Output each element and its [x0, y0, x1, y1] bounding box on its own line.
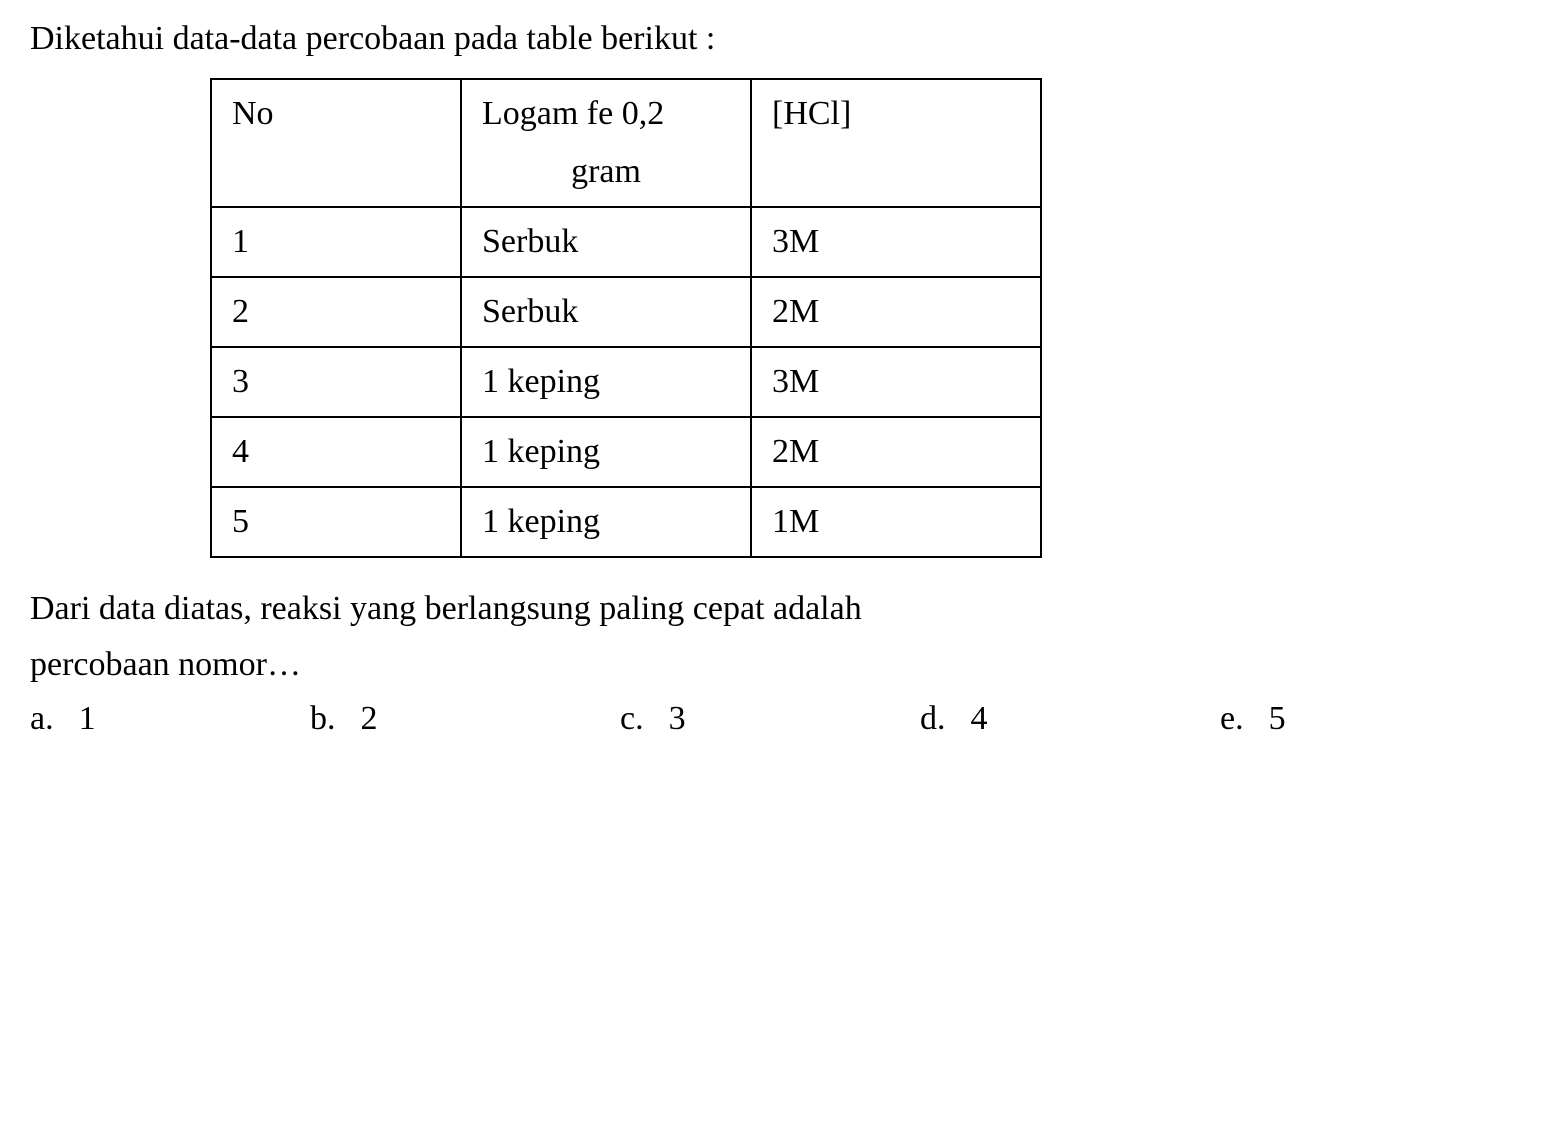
header-logam-sub: gram — [482, 153, 730, 191]
option-value: 5 — [1269, 700, 1286, 738]
table-header-row: No Logam fe 0,2 gram [HCl] — [211, 79, 1041, 207]
cell-logam: 1 keping — [461, 487, 751, 557]
question-intro: Diketahui data-data percobaan pada table… — [30, 20, 1534, 58]
table-row: 5 1 keping 1M — [211, 487, 1041, 557]
header-logam-main: Logam fe 0,2 — [482, 95, 664, 132]
data-table: No Logam fe 0,2 gram [HCl] 1 Serbuk 3M 2… — [210, 78, 1042, 558]
cell-no: 2 — [211, 277, 461, 347]
option-value: 1 — [79, 700, 96, 738]
cell-no: 3 — [211, 347, 461, 417]
option-label: b. — [310, 700, 336, 738]
option-label: a. — [30, 700, 54, 738]
cell-hcl: 1M — [751, 487, 1041, 557]
option-label: c. — [620, 700, 644, 738]
option-label: d. — [920, 700, 946, 738]
question-prompt-line2: percobaan nomor… — [30, 639, 1534, 690]
cell-logam: Serbuk — [461, 207, 751, 277]
option-c[interactable]: c. 3 — [620, 700, 920, 738]
table-row: 1 Serbuk 3M — [211, 207, 1041, 277]
option-e[interactable]: e. 5 — [1220, 700, 1400, 738]
option-label: e. — [1220, 700, 1244, 738]
option-d[interactable]: d. 4 — [920, 700, 1220, 738]
cell-no: 1 — [211, 207, 461, 277]
header-logam: Logam fe 0,2 gram — [461, 79, 751, 207]
cell-hcl: 3M — [751, 207, 1041, 277]
cell-hcl: 3M — [751, 347, 1041, 417]
table-container: No Logam fe 0,2 gram [HCl] 1 Serbuk 3M 2… — [30, 78, 1534, 558]
cell-no: 5 — [211, 487, 461, 557]
table-row: 2 Serbuk 2M — [211, 277, 1041, 347]
header-hcl: [HCl] — [751, 79, 1041, 207]
option-a[interactable]: a. 1 — [30, 700, 310, 738]
header-no: No — [211, 79, 461, 207]
option-value: 2 — [361, 700, 378, 738]
cell-logam: 1 keping — [461, 347, 751, 417]
table-row: 3 1 keping 3M — [211, 347, 1041, 417]
cell-hcl: 2M — [751, 417, 1041, 487]
option-b[interactable]: b. 2 — [310, 700, 620, 738]
cell-logam: Serbuk — [461, 277, 751, 347]
cell-no: 4 — [211, 417, 461, 487]
option-value: 3 — [669, 700, 686, 738]
cell-hcl: 2M — [751, 277, 1041, 347]
question-prompt-line1: Dari data diatas, reaksi yang berlangsun… — [30, 583, 1534, 634]
cell-logam: 1 keping — [461, 417, 751, 487]
options-row: a. 1 b. 2 c. 3 d. 4 e. 5 — [30, 700, 1534, 738]
option-value: 4 — [971, 700, 988, 738]
table-row: 4 1 keping 2M — [211, 417, 1041, 487]
